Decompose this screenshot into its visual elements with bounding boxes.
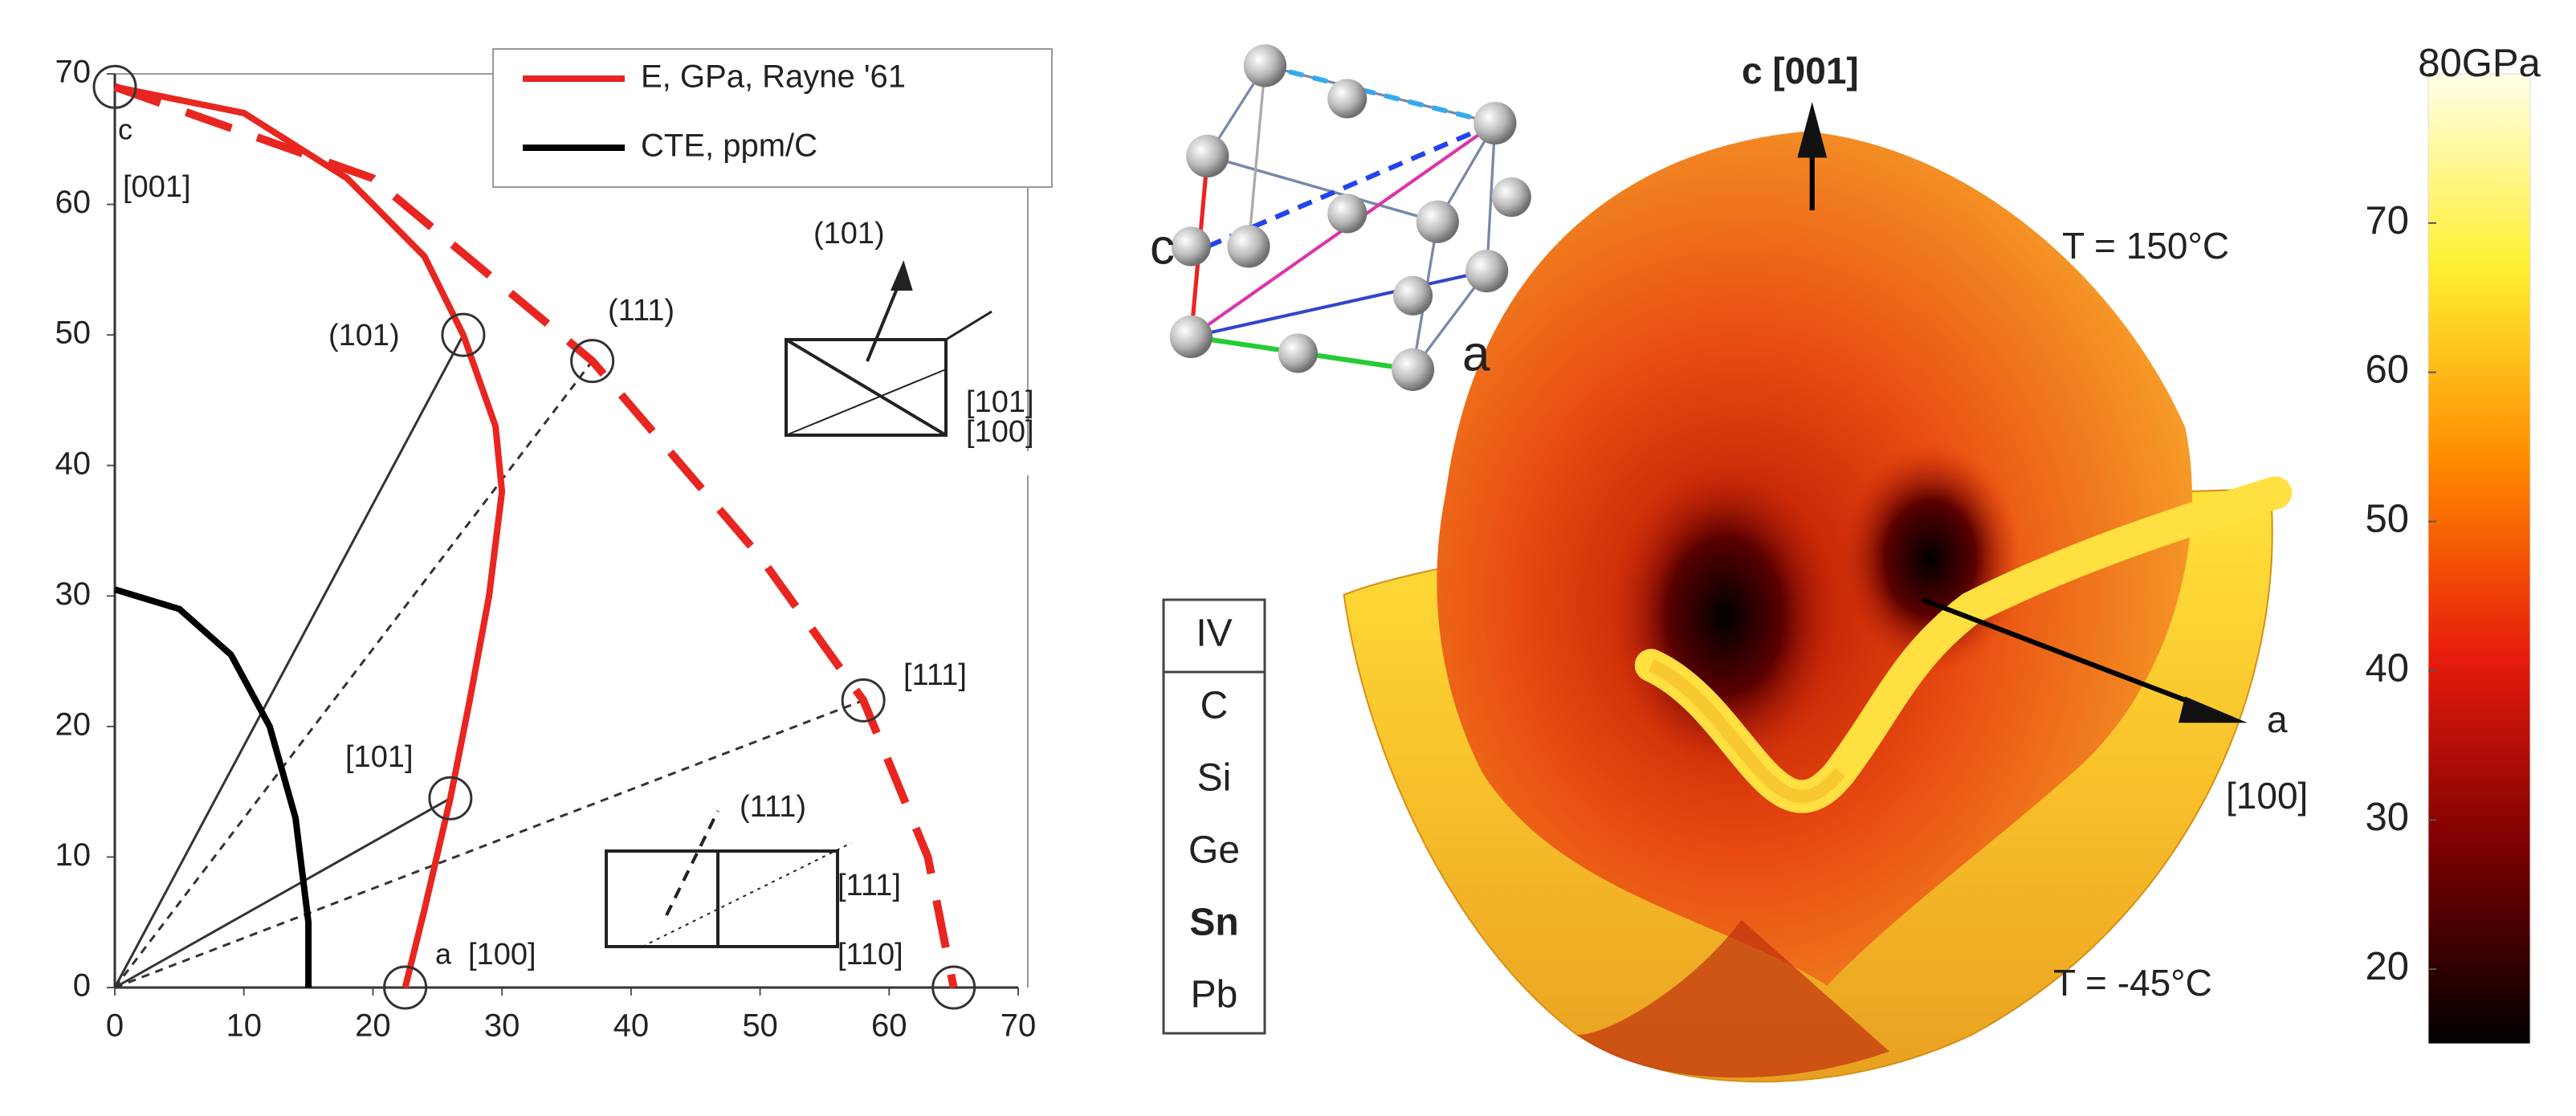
colorbar <box>2427 73 2531 1045</box>
annotation: [100] <box>468 938 536 971</box>
marker <box>841 678 886 723</box>
table-cell: Ge <box>1188 829 1240 872</box>
y-tick-label: 30 <box>55 576 92 612</box>
marker <box>931 965 976 1010</box>
marker <box>441 312 486 357</box>
x-tick-label: 50 <box>742 1008 778 1044</box>
marker <box>570 339 615 384</box>
marker <box>428 776 473 821</box>
y-tick-label: 10 <box>55 837 92 873</box>
inset-diagrams <box>605 260 992 948</box>
y-tick-label: 20 <box>55 707 92 742</box>
legend-label: CTE, ppm/C <box>641 128 817 164</box>
x-tick-label: 30 <box>484 1008 520 1044</box>
series-line <box>113 586 312 988</box>
annotation: [111] <box>903 658 967 692</box>
table-cell: Sn <box>1189 902 1238 944</box>
colorbar-tick-label: 70 <box>2365 199 2409 242</box>
y-tick-label: 0 <box>73 968 91 1004</box>
colorbar-tick-label: 40 <box>2365 646 2409 690</box>
surface <box>1343 101 2293 1083</box>
annotation: [101] <box>345 740 414 774</box>
table-cell: C <box>1200 685 1229 727</box>
y-tick-label: 50 <box>55 316 92 351</box>
annotation: [101] <box>966 385 1034 419</box>
legend-label: E, GPa, Rayne '61 <box>641 59 906 95</box>
annotation: (111) <box>608 294 675 328</box>
table-header: IV <box>1196 613 1232 655</box>
crystal-axis-label: a <box>1462 326 1490 381</box>
annotation: [001] <box>123 170 191 204</box>
annotation: (111) <box>740 790 806 824</box>
annotation: c [001] <box>1742 50 1859 92</box>
x-tick-label: 70 <box>1001 1008 1037 1044</box>
annotation: [111] <box>838 869 901 902</box>
colorbar-tick-label: 80GPa <box>2418 42 2541 85</box>
direction-ray <box>114 699 864 989</box>
table-frame <box>1162 598 1266 1035</box>
annotation: [100] <box>966 415 1034 449</box>
direction-ray <box>113 360 593 988</box>
series-line <box>114 83 506 988</box>
marker <box>383 965 428 1010</box>
direction-ray <box>114 796 451 989</box>
x-tick-label: 60 <box>871 1008 907 1044</box>
legend-box <box>492 48 1053 188</box>
annotation: (101) <box>813 217 885 250</box>
colorbar-tick-label: 20 <box>2365 945 2409 988</box>
annotation: T = -45°C <box>2053 962 2212 1004</box>
marker <box>92 64 137 109</box>
annotation: T = 150°C <box>2062 225 2229 267</box>
annotation: a <box>435 938 452 971</box>
table-cell: Si <box>1197 757 1232 800</box>
annotation: [100] <box>2226 775 2308 817</box>
table-cell: Pb <box>1191 974 1238 1016</box>
x-tick-label: 10 <box>226 1008 262 1044</box>
y-tick-label: 60 <box>55 185 92 220</box>
colorbar-tick-label: 60 <box>2365 348 2409 392</box>
crystal <box>1169 44 1531 391</box>
y-tick-label: 40 <box>55 446 92 481</box>
annotation: a <box>2267 699 2288 740</box>
y-tick-label: 70 <box>55 55 92 90</box>
colorbar-tick-label: 50 <box>2365 497 2409 540</box>
annotation: (101) <box>328 319 400 352</box>
annotation: [110] <box>838 938 903 971</box>
series-line <box>113 83 958 988</box>
x-tick-label: 0 <box>106 1008 124 1044</box>
direction-ray <box>113 334 465 988</box>
x-tick-label: 40 <box>613 1008 650 1044</box>
x-tick-label: 20 <box>355 1008 391 1044</box>
annotation: c <box>118 113 132 146</box>
crystal-axis-label: c <box>1150 219 1175 275</box>
colorbar-tick-label: 30 <box>2365 796 2409 839</box>
